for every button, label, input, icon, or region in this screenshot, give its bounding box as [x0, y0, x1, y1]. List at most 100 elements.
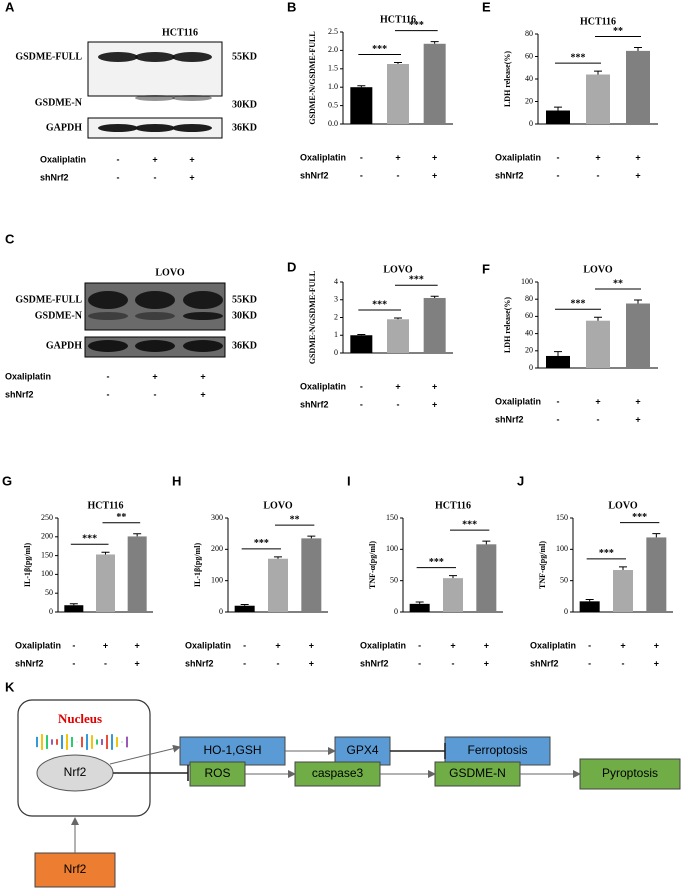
- condition-name: shNrf2: [300, 399, 329, 409]
- significance-label: ***: [599, 548, 614, 559]
- y-axis-label: TNF-α(pg/ml): [538, 541, 547, 589]
- chart-title: HCT116: [87, 500, 123, 511]
- band-size: 30KD: [232, 310, 257, 321]
- bar: [234, 605, 255, 612]
- band-size: 55KD: [232, 51, 257, 62]
- bar: [387, 64, 409, 124]
- bar: [350, 87, 373, 124]
- error-bar: [357, 85, 366, 88]
- condition-sign: -: [588, 640, 591, 650]
- error-bar: [274, 556, 282, 559]
- condition-sign: -: [104, 658, 107, 668]
- condition-name: Oxaliplatin: [185, 640, 231, 650]
- blot-band: [88, 340, 128, 352]
- y-tick-label: 20: [525, 346, 533, 355]
- panel-letter: D: [287, 259, 296, 274]
- y-tick-label: 0.5: [328, 100, 338, 109]
- condition-sign: +: [275, 640, 280, 650]
- blot-band: [98, 124, 138, 132]
- condition-name: shNrf2: [495, 414, 524, 424]
- significance-label: ***: [571, 299, 586, 310]
- condition-sign: +: [620, 640, 625, 650]
- condition-sign: +: [189, 154, 194, 164]
- condition-sign: -: [243, 658, 246, 668]
- significance-label: ***: [571, 52, 586, 63]
- y-tick-label: 200: [211, 544, 223, 553]
- y-axis-label: LDH release(%): [503, 297, 512, 353]
- y-tick-label: 200: [41, 532, 53, 541]
- blot-band: [172, 95, 212, 101]
- condition-sign: -: [107, 371, 110, 381]
- condition-name: shNrf2: [495, 170, 524, 180]
- inhibition: [390, 743, 446, 759]
- blot-band: [135, 95, 175, 101]
- y-tick-label: 40: [525, 74, 533, 83]
- chart-title: HCT116: [435, 500, 471, 511]
- significance-label: **: [613, 278, 623, 289]
- significance-label: ***: [429, 557, 444, 568]
- bar: [387, 319, 409, 353]
- band-size: 36KD: [232, 340, 257, 351]
- band-label: GAPDH: [46, 122, 82, 133]
- y-tick-label: 50: [45, 588, 53, 597]
- condition-sign: +: [595, 396, 600, 406]
- y-tick-label: 0: [529, 363, 533, 372]
- error-bar: [482, 540, 491, 545]
- arrow: [109, 744, 181, 765]
- condition-sign: +: [635, 414, 640, 424]
- node-label: caspase3: [312, 766, 364, 780]
- error-bar: [619, 566, 627, 571]
- node-label: Pyroptosis: [602, 766, 658, 780]
- y-tick-label: 1: [334, 330, 338, 339]
- blot-band: [135, 291, 175, 309]
- significance-label: **: [116, 512, 126, 523]
- significance-label: ***: [372, 299, 387, 310]
- y-axis-label: TNF-α(pg/ml): [368, 541, 377, 589]
- panel-letter: F: [482, 261, 490, 276]
- significance-label: **: [613, 26, 623, 37]
- error-bar: [357, 334, 366, 336]
- error-bar: [594, 70, 602, 75]
- condition-sign: +: [432, 170, 437, 180]
- band-size: 36KD: [232, 122, 257, 133]
- blot-band: [135, 340, 175, 352]
- condition-sign: -: [72, 658, 75, 668]
- condition-sign: +: [152, 371, 157, 381]
- error-bar: [133, 533, 142, 537]
- y-tick-label: 50: [390, 575, 398, 584]
- blot-band: [88, 291, 128, 309]
- y-tick-label: 150: [386, 513, 398, 522]
- error-bar: [430, 41, 439, 44]
- y-tick-label: 100: [521, 277, 533, 286]
- condition-sign: -: [418, 658, 421, 668]
- condition-name: shNrf2: [40, 172, 69, 182]
- condition-name: Oxaliplatin: [40, 154, 86, 164]
- bar: [546, 110, 570, 124]
- panel-letter: K: [5, 679, 15, 694]
- significance-label: ***: [462, 519, 477, 530]
- condition-sign: -: [418, 640, 421, 650]
- chart-title: LOVO: [583, 264, 612, 275]
- condition-sign: -: [452, 658, 455, 668]
- condition-sign: -: [397, 170, 400, 180]
- bar: [96, 554, 115, 612]
- y-axis-label: GSDME-N/GSDME-FULL: [308, 271, 317, 364]
- blot-band: [135, 52, 175, 62]
- error-bar: [634, 299, 642, 304]
- y-tick-label: 2.0: [328, 45, 338, 54]
- node-shape: [179, 736, 286, 766]
- bar: [626, 303, 650, 368]
- condition-sign: -: [597, 414, 600, 424]
- chart-title: HCT116: [380, 14, 416, 25]
- band-label: GSDME-N: [35, 97, 83, 108]
- blot-band: [183, 312, 223, 320]
- node-label: Ferroptosis: [467, 743, 527, 757]
- condition-sign: +: [654, 640, 659, 650]
- significance-label: ***: [254, 538, 269, 549]
- significance-label: ***: [82, 534, 97, 545]
- condition-name: shNrf2: [530, 658, 559, 668]
- panel-letter: J: [517, 473, 524, 488]
- y-axis-label: GSDME-N/GSDME-FULL: [308, 31, 317, 124]
- blot-title: HCT116: [162, 27, 198, 38]
- y-axis-label: IL-1β(pg/ml): [193, 543, 202, 588]
